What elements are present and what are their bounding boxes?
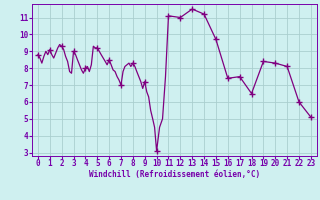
X-axis label: Windchill (Refroidissement éolien,°C): Windchill (Refroidissement éolien,°C) — [89, 170, 260, 179]
